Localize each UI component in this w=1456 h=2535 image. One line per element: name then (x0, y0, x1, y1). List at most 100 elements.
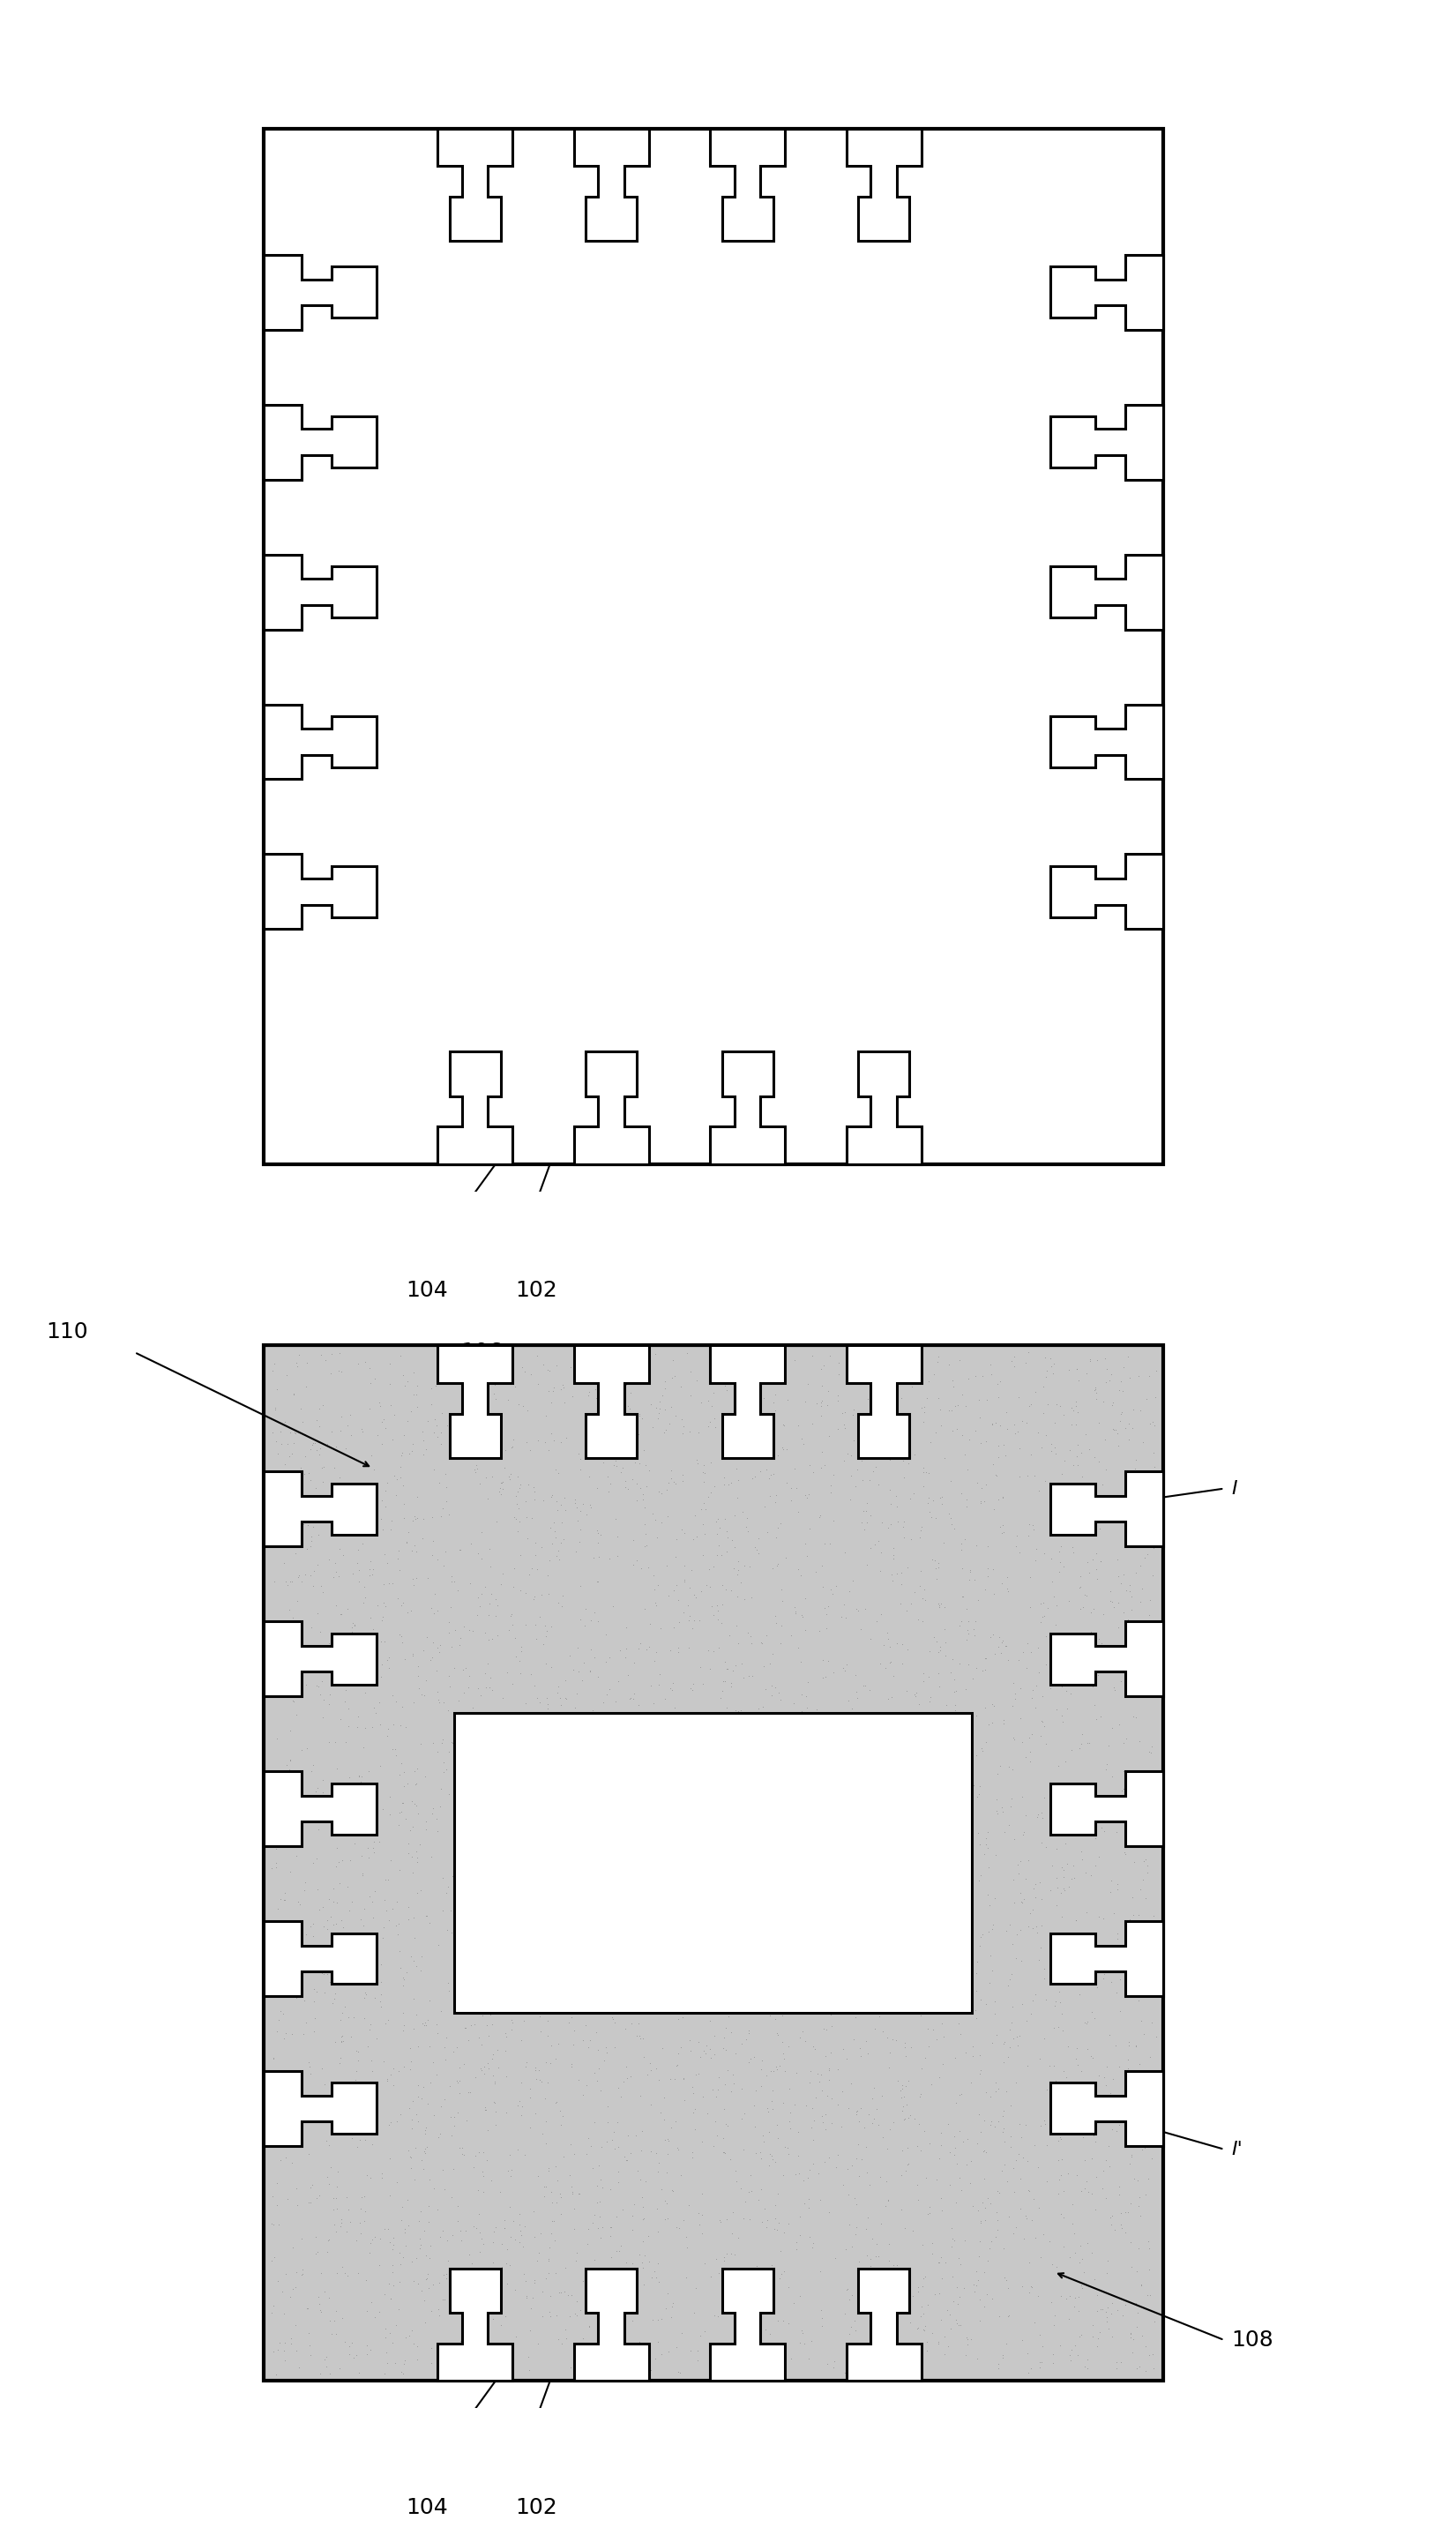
Point (1125, 2307, 1149, 2347)
Point (473, 1853, 496, 1894)
Point (877, 2048, 900, 2089)
Point (812, 1769, 836, 1810)
Point (622, 1521, 645, 1562)
Point (489, 2172, 513, 2213)
Point (379, 2175, 402, 2216)
Point (836, 2150, 859, 2190)
Point (661, 2170, 684, 2211)
Point (508, 2193, 531, 2233)
Point (753, 1415, 776, 1455)
Point (1022, 1508, 1045, 1549)
Point (970, 2051, 993, 2091)
Point (872, 1960, 895, 2000)
Point (877, 1508, 900, 1549)
Point (1105, 1412, 1128, 1453)
Point (584, 1939, 607, 1980)
Point (949, 2170, 973, 2211)
Point (475, 1351, 498, 1392)
Point (875, 1698, 898, 1739)
Point (440, 2114, 463, 2155)
Point (499, 2155, 523, 2195)
Point (590, 2208, 613, 2249)
Point (1019, 2266, 1042, 2307)
Point (751, 1906, 775, 1947)
Point (836, 1432, 859, 1473)
Point (644, 2337, 667, 2378)
Point (948, 1939, 971, 1980)
Point (494, 1813, 517, 1853)
Point (850, 1744, 874, 1785)
Point (457, 2233, 480, 2274)
Point (351, 1524, 374, 1564)
Point (1137, 2221, 1160, 2261)
Point (300, 2091, 323, 2132)
Point (839, 1478, 862, 1518)
Point (316, 2231, 339, 2271)
Point (354, 2261, 377, 2302)
Point (826, 2134, 849, 2175)
Point (644, 1333, 667, 1374)
Point (810, 1447, 833, 1488)
Point (716, 1998, 740, 2038)
Point (860, 1704, 884, 1744)
Point (262, 2038, 285, 2079)
Point (415, 1617, 438, 1658)
Point (1057, 1349, 1080, 1389)
Point (294, 1914, 317, 1954)
Point (328, 1351, 351, 1392)
Point (1144, 1934, 1168, 1975)
Point (727, 1460, 750, 1501)
Point (1121, 1894, 1144, 1934)
Point (632, 2198, 655, 2238)
Point (300, 1752, 323, 1792)
Point (579, 1932, 603, 1972)
Point (993, 1813, 1016, 1853)
Point (1063, 2069, 1086, 2109)
Point (711, 1536, 734, 1577)
Point (472, 2053, 495, 2094)
Point (986, 2211, 1009, 2251)
Point (596, 1676, 619, 1716)
Point (919, 1422, 942, 1463)
Point (725, 1782, 748, 1823)
Point (1121, 1878, 1144, 1919)
Point (692, 1503, 715, 1544)
Point (632, 1480, 655, 1521)
Point (913, 2309, 936, 2350)
Point (306, 1767, 329, 1807)
Point (322, 2178, 345, 2218)
Point (508, 1640, 531, 1681)
Point (719, 2276, 743, 2317)
Point (875, 2018, 898, 2058)
Point (332, 2020, 355, 2061)
Point (814, 1445, 837, 1486)
Point (400, 2109, 424, 2150)
Point (992, 2112, 1015, 2152)
Point (392, 1752, 415, 1792)
Point (1139, 1916, 1162, 1957)
Point (290, 1562, 313, 1602)
Point (888, 1584, 911, 1625)
Point (1053, 2051, 1076, 2091)
Point (312, 1772, 335, 1813)
Point (681, 1790, 705, 1830)
Point (1054, 1671, 1077, 1711)
Point (735, 1498, 759, 1539)
Point (488, 1470, 511, 1511)
Point (907, 1600, 930, 1640)
Point (964, 2266, 987, 2307)
Point (322, 1868, 345, 1909)
Point (1089, 2289, 1112, 2330)
Point (448, 1625, 472, 1665)
Text: I: I (1232, 1480, 1238, 1498)
Point (686, 1440, 709, 1480)
Point (1117, 1501, 1140, 1541)
Point (585, 2165, 609, 2205)
Point (620, 1460, 644, 1501)
Point (833, 1584, 856, 1625)
Point (504, 1635, 527, 1676)
Point (699, 2350, 722, 2391)
Point (1012, 1813, 1035, 1853)
Point (482, 2211, 505, 2251)
Point (715, 2008, 738, 2048)
